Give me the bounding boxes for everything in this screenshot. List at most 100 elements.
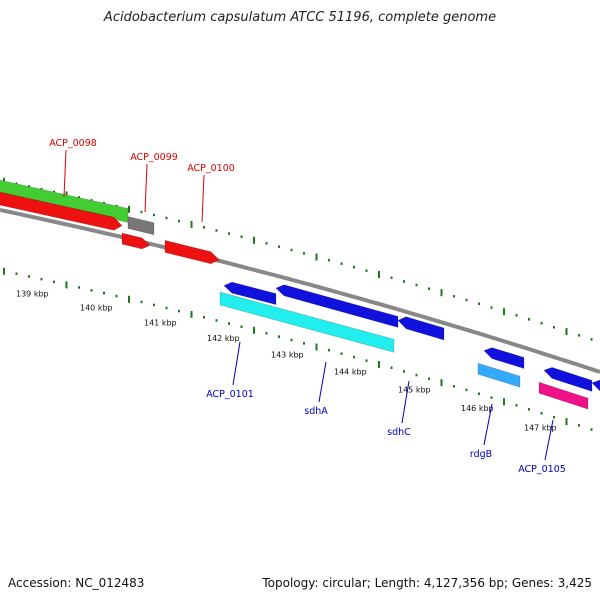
- minor-tick: [578, 424, 580, 427]
- minor-tick: [453, 295, 455, 298]
- label-leader: [318, 361, 327, 403]
- minor-tick: [340, 262, 343, 265]
- gene-label: sdhC: [387, 427, 411, 438]
- minor-tick: [290, 248, 293, 252]
- upper-tick-row: [3, 177, 593, 341]
- label-leader: [201, 174, 205, 223]
- minor-tick: [515, 314, 518, 317]
- minor-tick: [178, 309, 180, 313]
- gene-acp-0101: [223, 281, 277, 305]
- gene-sdhc: [397, 316, 445, 341]
- minor-tick: [515, 404, 518, 407]
- major-tick: [315, 343, 318, 351]
- minor-tick: [428, 377, 430, 380]
- major-tick: [378, 271, 380, 278]
- minor-tick: [478, 302, 480, 305]
- minor-tick: [290, 338, 293, 342]
- minor-tick: [15, 272, 18, 275]
- minor-tick: [115, 294, 118, 298]
- minor-tick: [553, 416, 555, 419]
- minor-tick: [240, 325, 243, 328]
- major-tick: [565, 328, 568, 336]
- gene-label: ACP_0099: [130, 152, 178, 163]
- minor-tick: [403, 280, 405, 283]
- kbp-label: 139 kbp: [16, 289, 49, 298]
- minor-tick: [228, 322, 230, 325]
- genome-backbone: [0, 208, 600, 374]
- minor-tick: [340, 352, 343, 355]
- minor-tick: [328, 348, 330, 352]
- minor-tick: [153, 213, 155, 217]
- minor-tick: [265, 332, 268, 335]
- gene-partial: [591, 379, 600, 392]
- gene-rdgb-alt: [477, 362, 521, 388]
- minor-tick: [15, 182, 18, 185]
- kbp-label: 144 kbp: [334, 367, 367, 376]
- minor-tick: [328, 258, 330, 262]
- kbp-label: 141 kbp: [144, 318, 177, 327]
- gene-acp-0099-gray: [127, 216, 155, 236]
- gene-label: ACP_0105: [518, 464, 566, 475]
- minor-tick: [590, 428, 593, 431]
- minor-tick: [540, 322, 543, 325]
- minor-tick: [528, 408, 530, 411]
- gene-sdha: [275, 284, 399, 328]
- label-leader: [401, 380, 410, 424]
- major-tick: [128, 205, 130, 213]
- kbp-label: 145 kbp: [398, 385, 431, 394]
- major-tick: [128, 295, 130, 303]
- minor-tick: [40, 187, 43, 191]
- gene-acp-0100: [164, 240, 220, 265]
- minor-tick: [353, 355, 355, 359]
- minor-tick: [228, 232, 230, 235]
- minor-tick: [203, 226, 205, 229]
- minor-tick: [365, 269, 368, 272]
- major-tick: [3, 267, 5, 275]
- gene-cyan-block: [219, 291, 395, 353]
- minor-tick: [490, 396, 493, 399]
- major-tick: [253, 326, 255, 334]
- gene-label: sdhA: [304, 406, 328, 417]
- minor-tick: [165, 306, 168, 310]
- major-tick: [503, 308, 505, 316]
- minor-tick: [365, 359, 368, 362]
- gene-label: ACP_0098: [49, 138, 97, 149]
- minor-tick: [78, 286, 80, 289]
- minor-tick: [478, 392, 480, 395]
- label-leader: [232, 341, 241, 386]
- gene-acp-0098-red: [0, 191, 123, 231]
- gene-label: ACP_0100: [187, 163, 235, 174]
- minor-tick: [353, 265, 355, 269]
- minor-tick: [390, 276, 393, 279]
- minor-tick: [90, 289, 93, 292]
- minor-tick: [103, 201, 105, 205]
- minor-tick: [465, 298, 468, 302]
- gene-label: ACP_0101: [206, 389, 254, 400]
- minor-tick: [28, 185, 30, 188]
- genome-summary-text: Topology: circular; Length: 4,127,356 bp…: [262, 576, 592, 590]
- minor-tick: [303, 342, 305, 345]
- label-leader: [144, 163, 148, 213]
- minor-tick: [303, 252, 305, 255]
- major-tick: [315, 253, 318, 261]
- gene-acp-0099: [121, 232, 151, 250]
- minor-tick: [590, 338, 593, 341]
- label-leader: [544, 419, 554, 461]
- scale-ticks: [3, 177, 593, 431]
- major-tick: [503, 398, 505, 406]
- minor-tick: [540, 412, 543, 415]
- kbp-label: 143 kbp: [271, 350, 304, 359]
- major-tick: [440, 379, 443, 387]
- minor-tick: [453, 385, 455, 388]
- kbp-label: 142 kbp: [207, 334, 240, 343]
- kbp-label: 146 kbp: [461, 404, 494, 413]
- minor-tick: [578, 334, 580, 337]
- gene-acp-0105: [538, 381, 589, 410]
- major-tick: [440, 289, 443, 297]
- gene-features: [0, 179, 600, 410]
- label-leader: [63, 149, 67, 198]
- minor-tick: [428, 287, 430, 290]
- minor-tick: [278, 335, 280, 338]
